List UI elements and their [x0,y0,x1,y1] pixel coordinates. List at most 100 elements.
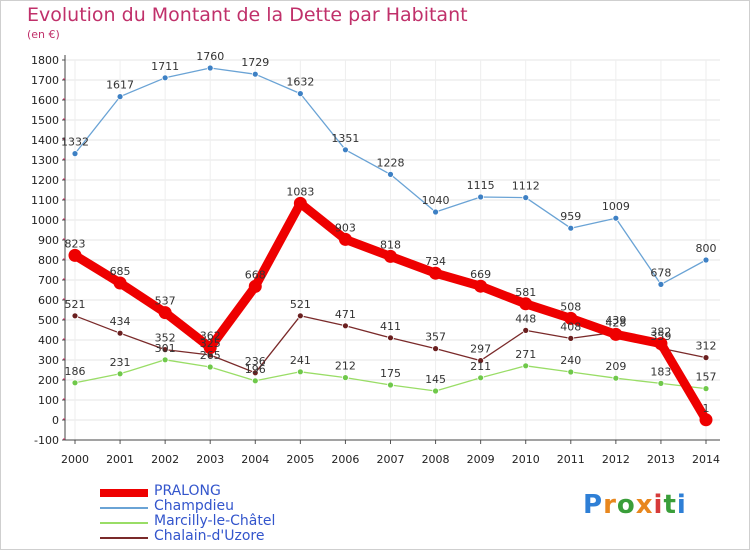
data-label: 537 [155,295,176,308]
x-tick-label: 2005 [286,453,314,466]
data-label: 1632 [286,76,314,89]
data-label: 685 [110,265,131,278]
x-tick-label: 2000 [61,453,89,466]
data-label: 1009 [602,200,630,213]
data-label: 1112 [512,180,540,193]
data-label: 1083 [286,185,314,198]
data-point [251,377,259,385]
chart-legend: PRALONG Champdieu Marcilly-le-Châtel Cha… [100,483,360,545]
data-label: 271 [515,348,536,361]
data-label: 312 [696,340,717,353]
data-label: 145 [425,373,446,386]
data-point [567,224,575,232]
data-label: 352 [155,332,176,345]
data-label: 428 [605,316,626,329]
y-tick-label: 1300 [31,154,59,167]
legend-label: PRALONG [154,483,221,499]
data-label: 471 [335,308,356,321]
data-point [71,312,79,320]
y-tick-label: 800 [38,254,59,267]
data-point [654,337,668,351]
y-tick-label: 1100 [31,194,59,207]
data-point [477,357,485,365]
data-point [702,354,710,362]
data-label: 212 [335,360,356,373]
data-point [429,266,443,280]
data-point [161,356,169,364]
data-label: 1332 [61,136,89,149]
data-point [116,370,124,378]
data-label: 1711 [151,60,179,73]
data-label: 157 [696,371,717,384]
data-point [203,341,217,355]
data-label: 439 [605,314,626,327]
data-point [432,208,439,216]
logo-letter: r [603,490,617,520]
data-label: 241 [290,354,311,367]
data-point [71,150,79,158]
data-point [116,329,124,337]
data-label: 211 [470,360,491,373]
data-point [657,379,665,387]
data-point [161,74,169,82]
data-point [477,193,485,201]
data-label: 382 [650,326,671,339]
data-point [342,374,349,382]
data-point [432,345,439,353]
data-label: 183 [650,365,671,378]
data-label: 186 [65,365,86,378]
legend-swatch [100,489,148,497]
data-point [699,413,713,427]
data-point [564,311,578,325]
x-tick-label: 2011 [557,453,585,466]
data-point [161,346,169,354]
y-tick-label: 1700 [31,74,59,87]
data-label: 734 [425,255,446,268]
legend-item: PRALONG [100,483,360,500]
chart-data-labels: 823 685 537 362 668 1083 903 818 734 669 581 508 428… [61,50,717,415]
data-point [116,93,124,100]
x-tick-label: 2007 [377,453,405,466]
logo-letter: o [616,490,636,520]
x-tick-label: 2012 [602,453,630,466]
y-tick-label: 1400 [31,134,59,147]
legend-label: Chalain-d'Uzore [154,528,265,544]
data-label: 521 [290,298,311,311]
x-tick-label: 2003 [196,453,224,466]
x-tick-label: 2001 [106,453,134,466]
logo-letter: i [653,490,664,520]
data-label: 357 [425,331,446,344]
data-point [477,374,485,382]
data-label: 175 [380,367,401,380]
data-point [612,374,620,382]
data-label: 678 [650,266,671,279]
x-tick-label: 2010 [512,453,540,466]
data-point [206,363,214,371]
data-point [567,334,575,342]
data-label: 1351 [331,132,359,145]
data-label: 1 [703,402,710,415]
y-tick-label: 700 [38,274,59,287]
data-label: 508 [560,300,581,313]
data-label: 669 [470,268,491,281]
data-label: 325 [200,337,221,350]
data-point [113,276,127,290]
y-tick-label: 900 [38,234,59,247]
legend-label: Marcilly-le-Châtel [154,513,276,529]
data-label: 196 [245,363,266,376]
data-point [251,369,259,377]
x-tick-label: 2013 [647,453,675,466]
data-point [474,279,488,293]
legend-swatch [100,507,148,509]
chart-title: Evolution du Montant de la Dette par Hab… [27,4,468,26]
data-point [342,146,349,154]
data-label: 408 [560,320,581,333]
data-point [387,334,394,342]
data-point [522,194,530,202]
data-point [387,170,394,178]
y-tick-label: 100 [38,394,59,407]
data-point [567,368,575,376]
legend-swatch [100,537,148,539]
y-tick-label: 300 [38,354,59,367]
